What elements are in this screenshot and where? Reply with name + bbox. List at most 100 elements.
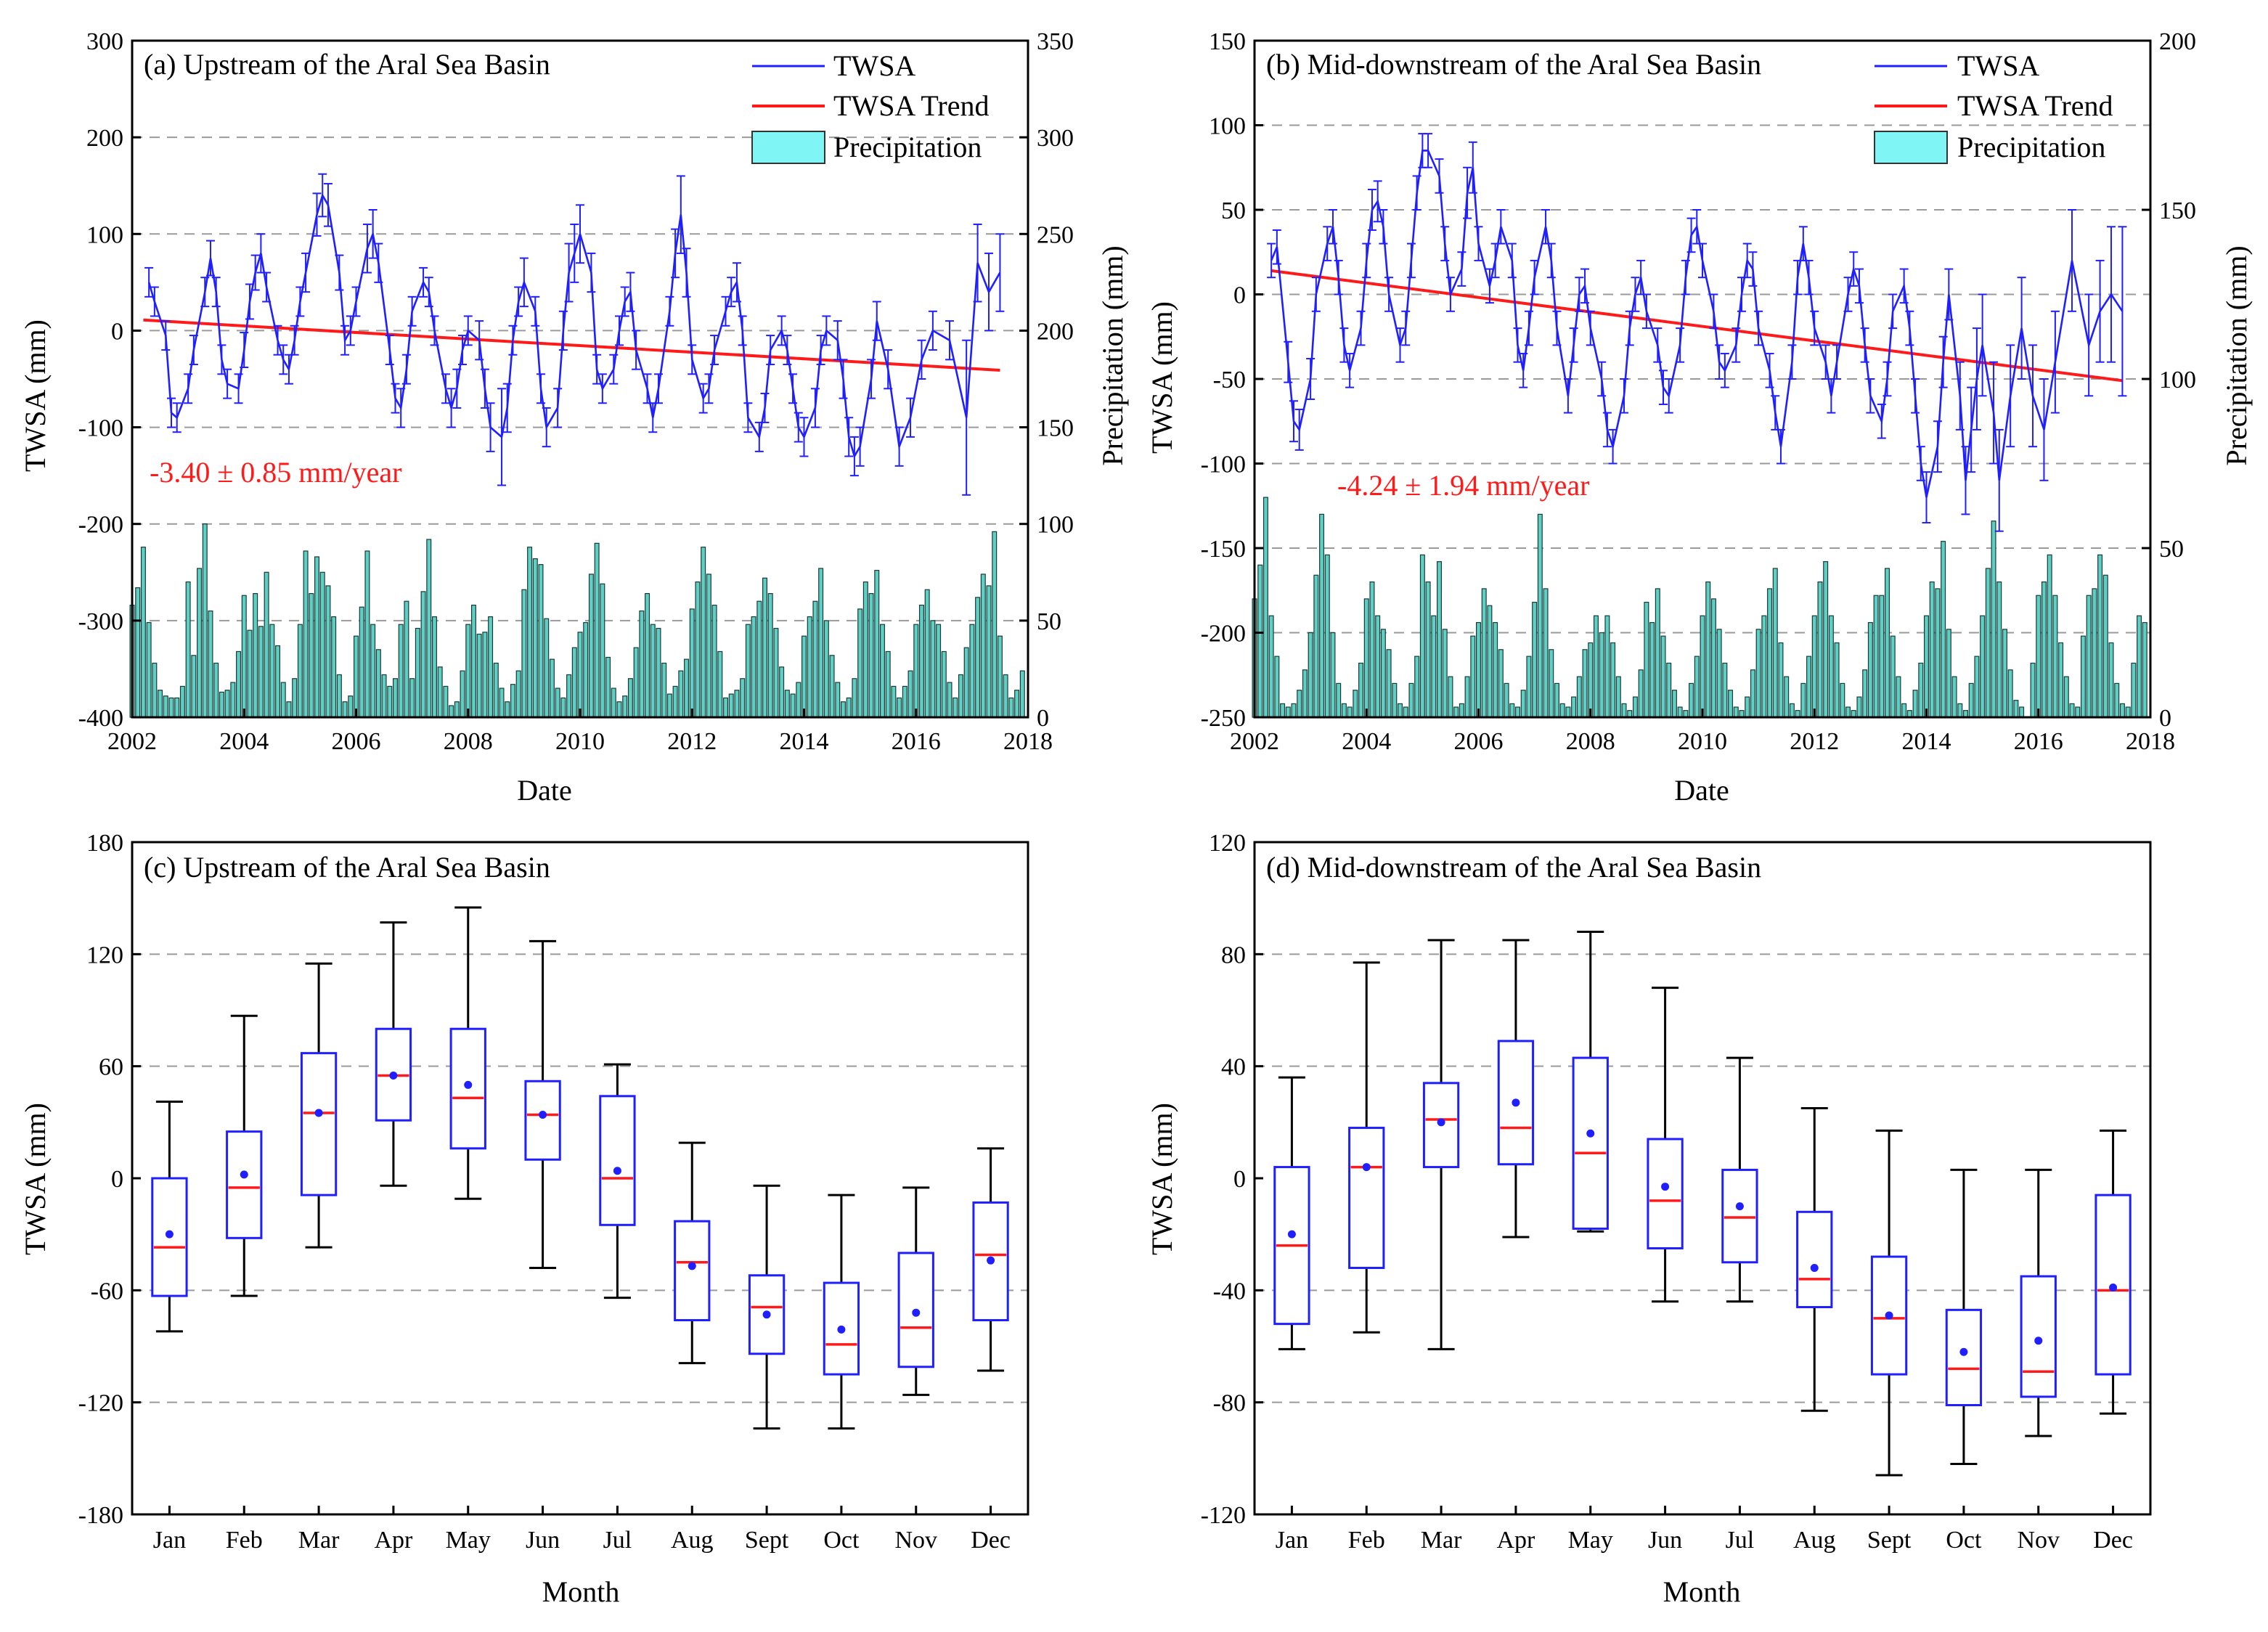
mean-marker [1661, 1183, 1670, 1191]
y-tick-label: 0 [111, 318, 123, 345]
twsa-point [1899, 268, 1909, 304]
iqr-box [674, 1220, 711, 1321]
y-tick-label: 40 [1221, 1054, 1246, 1081]
y2-tick-label: 100 [1037, 512, 1074, 539]
precip-bar [868, 592, 874, 718]
precip-bar [2119, 703, 2125, 718]
y-tick-label: 150 [1209, 28, 1246, 55]
legend-precip-label: Precipitation [833, 131, 982, 163]
twsa-point [2017, 277, 2026, 380]
x-tick-label: 2008 [1566, 728, 1615, 755]
twsa-point [217, 344, 227, 375]
axes: -250 -200 -150 -100 -50 0 50 100 150 0 50 100 150 200… [1201, 28, 2196, 755]
box-apr [375, 921, 412, 1187]
twsa-point [984, 252, 994, 332]
twsa-point [200, 277, 210, 308]
iqr-box [1721, 1168, 1758, 1264]
mean-marker [987, 1256, 995, 1265]
twsa-point [1267, 242, 1276, 279]
mean-marker [1885, 1311, 1893, 1320]
precip-bar [835, 682, 841, 718]
precip-bar [398, 624, 404, 718]
twsa-point [407, 295, 417, 327]
twsa-point [872, 301, 881, 341]
box-may [449, 906, 486, 1200]
twsa-point [1787, 344, 1797, 380]
y-tick-label: 120 [1209, 830, 1246, 857]
iqr-box [599, 1095, 636, 1226]
x-tick-label: Apr [1496, 1527, 1535, 1554]
twsa-point [564, 242, 574, 303]
precip-bar [2075, 706, 2081, 718]
y2-tick-label: 0 [2159, 705, 2171, 732]
twsa-point [1602, 412, 1612, 448]
twsa-point [704, 373, 714, 404]
twsa-point [576, 204, 584, 264]
precip-bar [684, 658, 690, 718]
precip-bar [1442, 629, 1448, 718]
twsa-point [396, 388, 406, 428]
mean-marker [1810, 1263, 1819, 1272]
legend-trend-label: TWSA Trend [1957, 89, 2113, 122]
twsa-point [1888, 293, 1898, 330]
precip-bar [857, 608, 863, 718]
twsa-point [833, 320, 842, 361]
x-tick-label: 2002 [1230, 728, 1279, 755]
precip-bar [879, 624, 885, 718]
twsa-point [1311, 277, 1321, 312]
precip-bar [258, 626, 264, 718]
precip-bar [465, 624, 471, 718]
precip-bar [1941, 541, 1946, 718]
iqr-box [2020, 1275, 2057, 1398]
precip-bar [1487, 605, 1493, 718]
precip-bar [2102, 574, 2108, 718]
twsa-point [542, 407, 551, 448]
x-tick-label: 2014 [780, 728, 829, 755]
precip-bar [1308, 632, 1313, 718]
precip-bar [544, 618, 550, 718]
precip-bar [392, 678, 398, 718]
twsa-point [1328, 209, 1337, 245]
twsa-point [1804, 259, 1814, 295]
y2-tick-label: 150 [2159, 197, 2196, 224]
gridlines [1255, 953, 2150, 1403]
precip-bar [1896, 676, 1901, 718]
twsa-point [1631, 277, 1640, 312]
precip-bar [236, 650, 242, 718]
precip-bar [1380, 629, 1386, 718]
twsa-point [284, 354, 293, 385]
iqr-box [1796, 1210, 1833, 1308]
twsa-point [1519, 353, 1528, 388]
twsa-point [1911, 378, 1920, 414]
precip-bar [331, 616, 337, 718]
y-tick-label: 180 [86, 830, 123, 857]
iqr-box [1348, 1127, 1385, 1269]
precip-bar [1974, 656, 1980, 718]
precip-bar [2125, 706, 2131, 718]
precip-bar [1772, 568, 1778, 718]
box-oct [1945, 1168, 1983, 1466]
precip-bar [219, 691, 224, 718]
twsa-point [537, 373, 546, 404]
box-jun [1647, 987, 1684, 1303]
precip-bar [823, 620, 829, 718]
twsa-point [2039, 378, 2049, 481]
iqr-box [524, 1080, 561, 1161]
precip-bar [1459, 703, 1464, 718]
twsa-point [1961, 446, 1970, 515]
iqr-box [2094, 1194, 2132, 1376]
precip-bar [292, 678, 298, 718]
twsa-point [166, 397, 176, 428]
precip-bar [1324, 554, 1330, 718]
precip-bar [1297, 690, 1302, 718]
twsa-point [1445, 277, 1455, 312]
box-jun [524, 939, 561, 1269]
precip-bar [437, 666, 443, 718]
precip-bar [1800, 682, 1806, 718]
precip-bar [577, 632, 583, 718]
precip-bar [1660, 635, 1666, 718]
x-tick-label: Mar [1421, 1527, 1462, 1554]
precip-bar [1336, 682, 1342, 718]
precip-bar [174, 697, 180, 718]
axes: -120 -80 -40 0 40 80 120 Jan Feb Mar Apr May Jun Jul A… [1201, 830, 2152, 1554]
